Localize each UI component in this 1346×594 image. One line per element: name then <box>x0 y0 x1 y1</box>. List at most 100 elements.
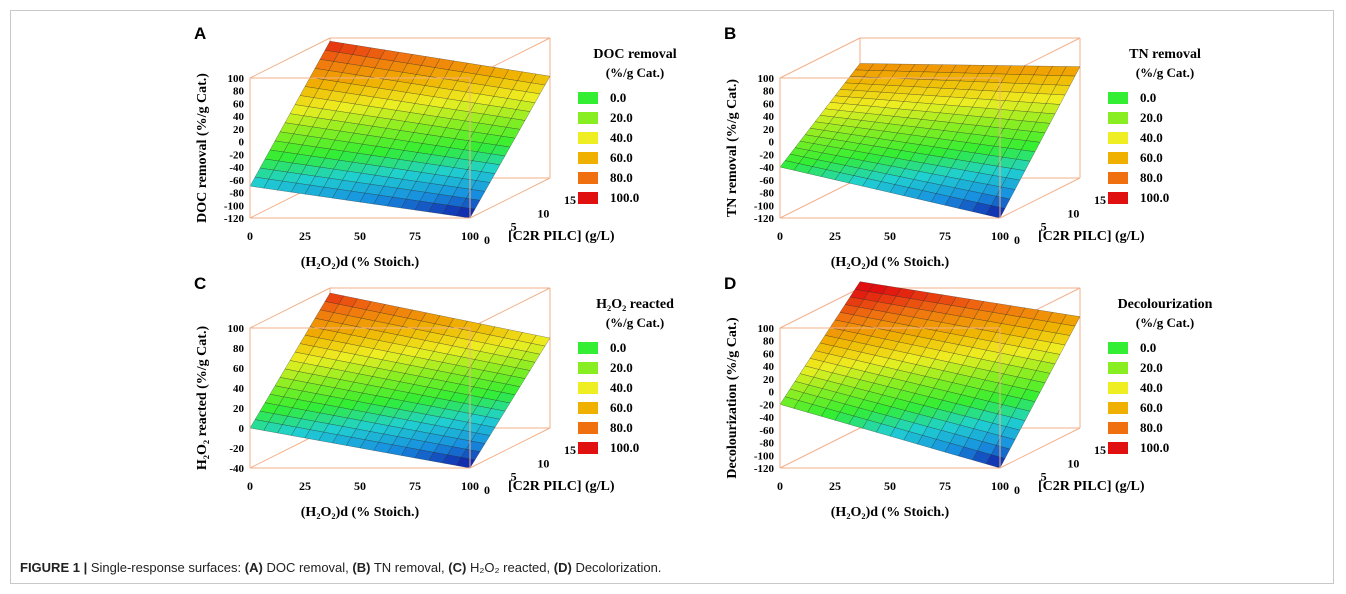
legend-label: 100.0 <box>1140 440 1170 455</box>
z-tick-label: 80 <box>233 86 245 98</box>
legend-swatch <box>578 152 598 164</box>
legend-swatch <box>1108 192 1128 204</box>
box-edge <box>249 37 331 79</box>
legend-item: 80.0 <box>578 168 710 188</box>
legend-item: 20.0 <box>578 358 710 378</box>
panel-b: B 100 80 60 40 20 0 -20 -40 -60 -80 -100 -120 0 25 50 7… <box>690 18 1250 278</box>
y-tick-label: 15 <box>1094 443 1106 457</box>
z-tick-label: -20 <box>229 443 244 455</box>
legend-item: 60.0 <box>578 148 710 168</box>
z-tick-label: -80 <box>759 438 774 450</box>
y-tick-label: 10 <box>537 456 549 470</box>
y-tick-label: 5 <box>511 470 517 484</box>
legend-swatch <box>578 192 598 204</box>
x-tick-label: 75 <box>939 229 951 243</box>
legend-item: 0.0 <box>1108 88 1240 108</box>
z-tick-label: -100 <box>224 200 245 212</box>
caption-text-d: Decolorization. <box>575 560 662 575</box>
legend-label: 20.0 <box>1140 360 1163 375</box>
x-axis-title: (H₂O₂)d (% Stoich.) <box>301 505 420 520</box>
legend-label: 80.0 <box>1140 420 1163 435</box>
z-tick-label: 60 <box>763 98 775 110</box>
z-tick-label: -20 <box>229 149 244 161</box>
legend-swatch <box>1108 422 1128 434</box>
legend-swatch <box>578 442 598 454</box>
y-axis-title: [C2R PILC] (g/L) <box>508 479 615 494</box>
caption-intro: Single-response surfaces: <box>90 560 242 575</box>
legend-label: 60.0 <box>1140 150 1163 165</box>
legend-item: 0.0 <box>1108 338 1240 358</box>
legend-item: 40.0 <box>578 378 710 398</box>
x-tick-label: 25 <box>829 479 841 493</box>
x-axis-title: (H₂O₂)d (% Stoich.) <box>831 505 950 520</box>
caption-label: FIGURE 1 | <box>20 560 88 575</box>
y-tick-label: 5 <box>1041 220 1047 234</box>
legend-title: TN removal <box>1129 47 1201 62</box>
legend-item: 80.0 <box>1108 418 1240 438</box>
panel-d: D 100 80 60 40 20 0 -20 -40 -60 -80 -100 -120 0 25 50 7… <box>690 268 1250 528</box>
legend-label: 20.0 <box>610 360 633 375</box>
z-tick-label: -120 <box>754 463 775 475</box>
y-tick-label: 15 <box>564 193 576 207</box>
legend-item: 60.0 <box>1108 398 1240 418</box>
x-axis-title: (H₂O₂)d (% Stoich.) <box>831 255 950 270</box>
x-tick-label: 50 <box>884 479 896 493</box>
x-tick-label: 25 <box>299 229 311 243</box>
legend-label: 100.0 <box>1140 190 1170 205</box>
legend-label: 0.0 <box>610 90 627 105</box>
legend-label: 0.0 <box>1140 90 1157 105</box>
panel-letter: B <box>724 24 737 43</box>
legend-label: 60.0 <box>1140 400 1163 415</box>
x-tick-label: 75 <box>939 479 951 493</box>
figure-frame <box>10 10 1334 584</box>
x-tick-label: 100 <box>991 479 1009 493</box>
z-tick-label: -80 <box>229 188 244 200</box>
x-axis-title: (H₂O₂)d (% Stoich.) <box>301 255 420 270</box>
x-tick-label: 50 <box>354 479 366 493</box>
z-tick-label: 40 <box>763 361 775 373</box>
y-tick-label: 0 <box>1014 233 1020 247</box>
z-axis-title: TN removal (%/g Cat.) <box>725 79 740 217</box>
z-tick-label: 0 <box>239 423 245 435</box>
x-tick-label: 25 <box>829 229 841 243</box>
legend-unit: (%/g Cat.) <box>1135 315 1195 330</box>
legend-label: 40.0 <box>1140 380 1163 395</box>
legend-swatch <box>1108 152 1128 164</box>
z-tick-label: 40 <box>763 111 775 123</box>
box-edge <box>779 37 861 79</box>
legend-unit: (%/g Cat.) <box>605 65 665 80</box>
panel-letter: D <box>724 274 737 293</box>
legend-label: 40.0 <box>610 380 633 395</box>
legend-item: 80.0 <box>578 418 710 438</box>
z-axis-title: Decolourization (%/g Cat.) <box>725 317 740 479</box>
legend-swatch <box>578 172 598 184</box>
z-tick-label: 80 <box>763 336 775 348</box>
y-tick-label: 0 <box>484 233 490 247</box>
y-axis-title: [C2R PILC] (g/L) <box>1038 229 1145 244</box>
z-tick-label: -40 <box>229 162 244 174</box>
legend-item: 100.0 <box>1108 438 1240 458</box>
caption-text-b: TN removal, <box>373 560 445 575</box>
x-tick-label: 50 <box>354 229 366 243</box>
y-tick-label: 5 <box>1041 470 1047 484</box>
legend-label: 0.0 <box>610 340 627 355</box>
legend-item: 40.0 <box>578 128 710 148</box>
legend-swatch <box>1108 172 1128 184</box>
z-tick-label: 100 <box>228 323 245 335</box>
y-tick-label: 15 <box>564 443 576 457</box>
legend-label: 40.0 <box>610 130 633 145</box>
legend-item: 100.0 <box>578 188 710 208</box>
legend-label: 100.0 <box>610 190 640 205</box>
panel-letter: C <box>194 274 207 293</box>
x-tick-label: 0 <box>247 479 253 493</box>
legend-item: 100.0 <box>578 438 710 458</box>
caption-key-d: (D) <box>553 560 572 575</box>
legend-swatch <box>1108 342 1128 354</box>
x-tick-label: 25 <box>299 479 311 493</box>
legend-rows: 0.0 20.0 40.0 60.0 80.0 100.0 <box>1090 338 1240 458</box>
caption-key-c: (C) <box>448 560 467 575</box>
legend-label: 80.0 <box>610 170 633 185</box>
